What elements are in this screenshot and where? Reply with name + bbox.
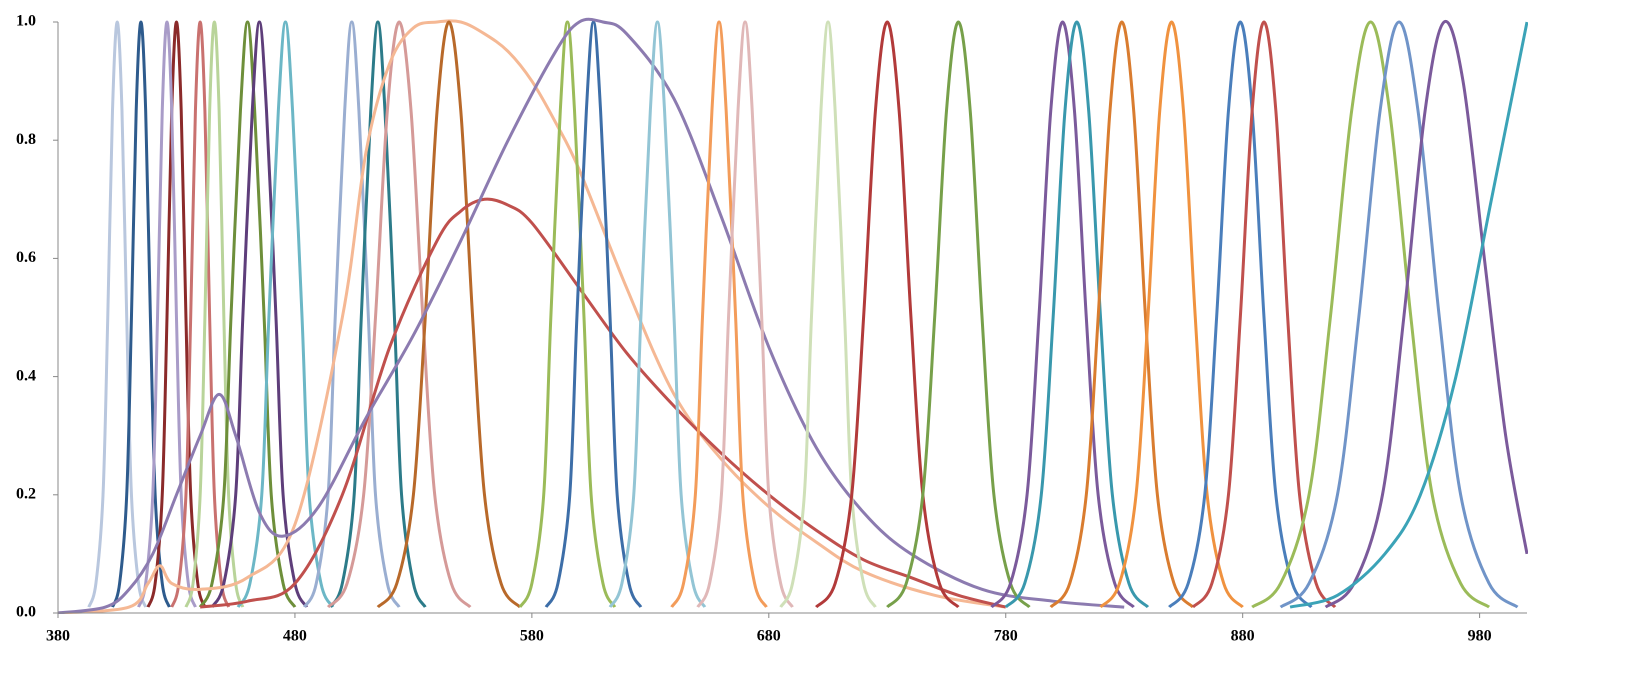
y-tick-label: 0.4 <box>16 367 36 384</box>
series-line <box>518 20 617 608</box>
x-tick-label: 480 <box>283 628 307 645</box>
plot-area <box>58 17 1528 614</box>
x-tick-label: 880 <box>1231 628 1255 645</box>
series-line <box>1324 19 1528 609</box>
series-line <box>1191 20 1337 609</box>
series-line <box>670 20 768 608</box>
series-line <box>303 20 401 608</box>
series-line <box>779 20 877 608</box>
x-tick-label: 380 <box>46 628 70 645</box>
series-line <box>1004 20 1150 609</box>
series-line <box>87 20 148 608</box>
y-tick-label: 0.8 <box>16 131 36 148</box>
series-line <box>544 20 643 608</box>
series-line <box>236 20 335 608</box>
series-line <box>111 20 171 608</box>
y-tick-label: 0.2 <box>16 485 36 502</box>
series-line <box>1099 20 1244 609</box>
y-tick-label: 1.0 <box>16 13 36 30</box>
series-line <box>329 20 427 608</box>
series-line <box>199 197 1007 609</box>
series-line <box>137 20 197 608</box>
series-line <box>184 20 245 608</box>
series-line <box>210 20 309 608</box>
y-tick-label: 0.0 <box>16 604 36 621</box>
series-line <box>198 20 297 608</box>
series-line <box>1279 20 1519 609</box>
series-line <box>326 20 472 609</box>
y-tick-label: 0.6 <box>16 249 36 266</box>
series-line <box>886 20 1031 609</box>
series-line <box>1168 20 1313 609</box>
series-line <box>990 20 1135 609</box>
series-line <box>146 20 207 608</box>
x-tick-label: 580 <box>520 628 544 645</box>
series-line <box>608 20 707 608</box>
series-line <box>815 20 960 609</box>
series-line <box>1289 21 1528 609</box>
x-tick-label: 780 <box>994 628 1018 645</box>
x-tick-label: 980 <box>1468 628 1492 645</box>
series-line <box>170 20 231 608</box>
series-line <box>58 17 1125 614</box>
series-line <box>1049 20 1195 609</box>
series-line <box>376 20 522 609</box>
series-line <box>696 20 794 608</box>
series-line <box>1251 20 1491 609</box>
x-tick-label: 680 <box>757 628 781 645</box>
